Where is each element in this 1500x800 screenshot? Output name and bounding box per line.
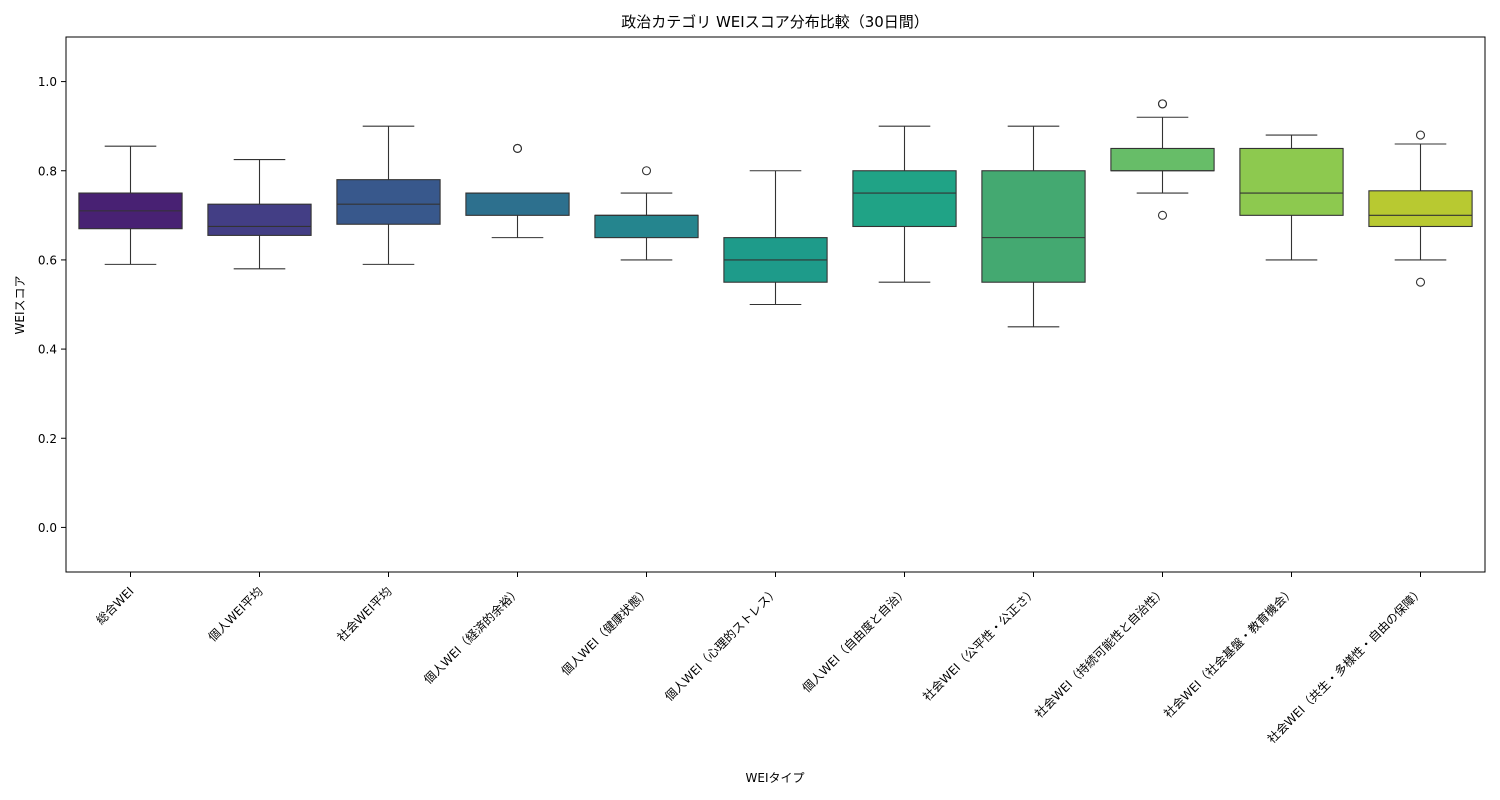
box-group — [594, 166, 699, 261]
x-axis: 総合WEI 個人WEI平均 社会WEI平均 個人WEI（経済的余裕） 個人WEI（健康状… — [93, 572, 1427, 746]
x-axis-label: WEIタイプ — [746, 771, 805, 785]
x-tick-label: 社会WEI平均 — [334, 584, 395, 645]
chart-title: 政治カテゴリ WEIスコア分布比較（30日間） — [621, 13, 929, 31]
y-tick-label: 0.6 — [38, 253, 57, 267]
box — [465, 192, 570, 216]
x-tick-label: 社会WEI（社会基盤・教育機会） — [1160, 584, 1297, 721]
box — [336, 179, 441, 225]
box-group — [78, 145, 183, 265]
x-tick-label: 個人WEI（心理的ストレス） — [661, 584, 781, 704]
outlier-point — [1415, 130, 1426, 140]
y-tick-label: 0.4 — [38, 343, 57, 357]
outlier-point — [512, 143, 523, 154]
y-tick-label: 1.0 — [38, 75, 57, 89]
outlier-point — [1157, 210, 1168, 220]
box — [852, 170, 957, 228]
x-tick-label: 総合WEI — [93, 584, 137, 628]
box-group — [207, 159, 312, 270]
box-group — [1110, 99, 1215, 220]
box — [981, 170, 1086, 283]
x-tick-label: 社会WEI（共生・多様性・自由の保障） — [1264, 584, 1427, 747]
x-tick-label: 個人WEI（自由度と自治） — [799, 584, 911, 696]
x-tick-label: 個人WEI（健康状態） — [558, 584, 653, 679]
y-tick-label: 0.0 — [38, 521, 57, 535]
box — [1239, 147, 1344, 216]
box-group — [852, 125, 957, 283]
box-group — [981, 125, 1086, 328]
box-group — [465, 143, 570, 239]
box — [1110, 147, 1215, 172]
plot-area — [78, 99, 1473, 328]
outlier-point — [1157, 99, 1168, 109]
outlier-point — [1415, 277, 1426, 287]
x-tick-label: 社会WEI（持続可能性と自治性） — [1031, 584, 1168, 721]
box — [207, 203, 312, 236]
x-tick-label: 個人WEI（経済的余裕） — [420, 584, 523, 687]
y-axis-label: WEIスコア — [13, 276, 27, 335]
box-group — [1368, 130, 1473, 287]
y-tick-label: 0.8 — [38, 164, 57, 178]
box — [594, 214, 699, 239]
box-group — [723, 170, 828, 306]
box-group — [1239, 134, 1344, 261]
y-axis: 0.0 0.2 0.4 0.6 0.8 1.0 — [38, 75, 66, 535]
box-group — [336, 125, 441, 265]
x-tick-label: 社会WEI（公平性・公正さ） — [919, 584, 1039, 704]
box — [1368, 190, 1473, 228]
outlier-point — [641, 166, 652, 176]
y-tick-label: 0.2 — [38, 432, 57, 446]
x-tick-label: 個人WEI平均 — [206, 584, 266, 644]
